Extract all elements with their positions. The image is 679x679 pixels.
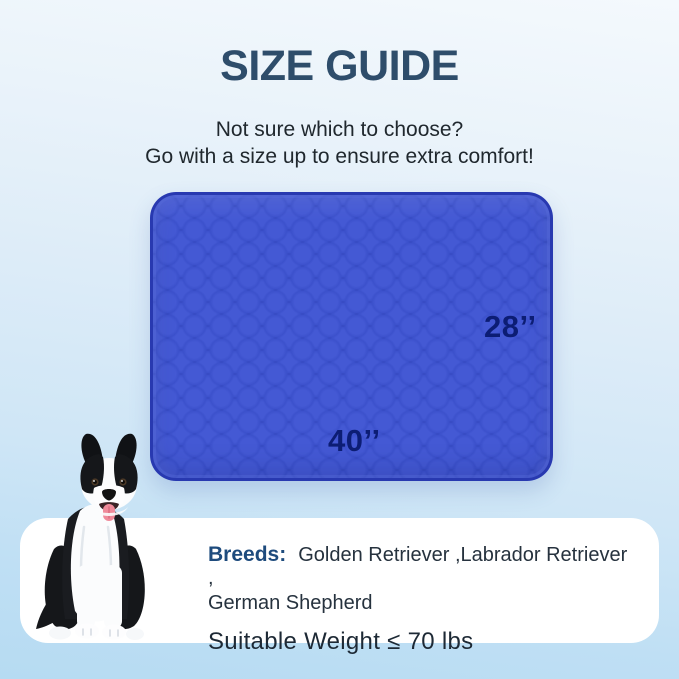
border-collie-dog-image xyxy=(36,433,145,640)
mat-width-label: 28’’ xyxy=(484,309,537,344)
breeds-label: Breeds: xyxy=(208,543,287,566)
mat-length-label: 40’’ xyxy=(328,423,381,458)
breeds-value-line1: Golden Retriever ,Labrador Retriever , xyxy=(208,544,628,589)
suitable-weight-text: Suitable Weight ≤ 70 lbs xyxy=(208,628,474,655)
subtitle-line-1: Not sure which to choose? xyxy=(215,118,464,141)
subtitle-line-2: Go with a size up to ensure extra comfor… xyxy=(145,145,534,168)
page-title: SIZE GUIDE xyxy=(220,42,459,90)
breeds-value-line2: German Shepherd xyxy=(208,592,373,614)
breeds-line: Breeds: Golden Retriever ,Labrador Retrie… xyxy=(208,543,638,590)
subtitle: Not sure which to choose? Go with a size… xyxy=(0,116,679,170)
info-card-text: Breeds: Golden Retriever ,Labrador Retrie… xyxy=(208,543,638,656)
cooling-mat-image: 28’’ 40’’ xyxy=(150,192,553,481)
